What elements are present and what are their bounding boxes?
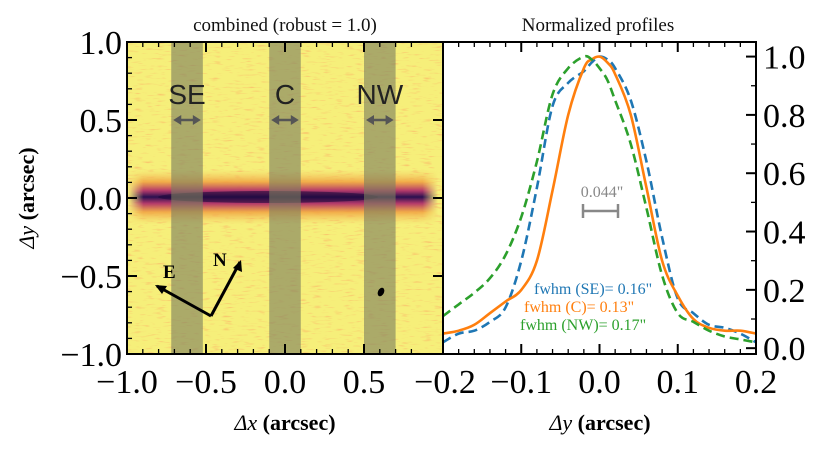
right-xlabel: Δy (arcsec) bbox=[548, 410, 650, 435]
right-ticks: −0.1 0.0 0.1 0.2−0.21.00.80.60.40.20.0 bbox=[414, 40, 805, 401]
scale-bar: 0.044" bbox=[581, 184, 624, 218]
left-xlabel: Δx (arcsec) bbox=[233, 410, 335, 435]
arrow-right-icon bbox=[290, 115, 299, 125]
x-tick-label: 0.2 bbox=[735, 364, 778, 401]
profile-nw-line bbox=[443, 54, 756, 344]
y-tick-label: 0.6 bbox=[763, 156, 806, 193]
compass: E N bbox=[155, 250, 242, 318]
left-ticks: −1.0 −0.5 0.0 0.5 1.0 0.5 0.0 −0.5 −1.0 bbox=[60, 25, 443, 401]
profile-c-line bbox=[443, 55, 756, 335]
scale-bar-label: 0.044" bbox=[581, 184, 624, 201]
profile-plot bbox=[443, 54, 756, 344]
right-panel-title: Normalized profiles bbox=[522, 15, 674, 36]
y-tick-label: 0.0 bbox=[763, 331, 806, 368]
y-tick-label: 0.2 bbox=[763, 273, 806, 310]
left-panel-title: combined (robust = 1.0) bbox=[193, 15, 377, 36]
y-tick-label: 0.4 bbox=[763, 215, 806, 252]
x-tick-label: −0.2 bbox=[414, 364, 476, 401]
x-tick-label: 0.1 bbox=[657, 364, 700, 401]
y-tick-label: −1.0 bbox=[60, 337, 122, 374]
east-arrow-shaft bbox=[156, 284, 212, 318]
north-arrow-shaft bbox=[209, 261, 242, 317]
profile-series bbox=[443, 54, 756, 344]
y-tick-label: 1.0 bbox=[763, 40, 806, 77]
arrow-left-icon bbox=[271, 115, 280, 125]
arrow-right-icon bbox=[192, 115, 201, 125]
compass-north-label: N bbox=[213, 250, 227, 271]
y-tick-label: 0.8 bbox=[763, 98, 806, 135]
band-se: SE bbox=[168, 42, 206, 354]
x-tick-label: 0.0 bbox=[578, 364, 621, 401]
east-arrowhead-icon bbox=[155, 285, 167, 294]
arrow-left-icon bbox=[366, 115, 374, 125]
band-rect bbox=[364, 42, 396, 354]
y-tick-label: 0.5 bbox=[80, 103, 123, 140]
band-c: C bbox=[269, 42, 301, 354]
band-label: NW bbox=[356, 79, 403, 110]
fwhm-c-label: fwhm (C)= 0.13" bbox=[524, 299, 634, 316]
image-panel: SE C NW bbox=[127, 42, 443, 354]
fwhm-se-label: fwhm (SE)= 0.16" bbox=[534, 281, 652, 298]
left-ylabel: Δy (arcsec) bbox=[14, 147, 39, 249]
band-rect bbox=[269, 42, 301, 354]
y-tick-label: 1.0 bbox=[80, 25, 123, 62]
disk-core bbox=[158, 191, 378, 203]
x-tick-label: −0.5 bbox=[175, 364, 237, 401]
x-tick-label: −0.1 bbox=[490, 364, 552, 401]
band-nw: NW bbox=[356, 42, 404, 354]
x-tick-label: 0.5 bbox=[343, 364, 386, 401]
band-label: C bbox=[275, 79, 295, 110]
y-tick-label: 0.0 bbox=[80, 181, 123, 218]
arrow-right-icon bbox=[385, 115, 394, 125]
fwhm-nw-label: fwhm (NW)= 0.17" bbox=[520, 317, 646, 334]
compass-east-label: E bbox=[163, 262, 176, 283]
x-tick-label: 0.0 bbox=[264, 364, 307, 401]
beam-ellipse bbox=[377, 287, 385, 297]
y-tick-label: −0.5 bbox=[60, 259, 122, 296]
north-arrowhead-icon bbox=[233, 260, 242, 272]
arrow-left-icon bbox=[173, 115, 182, 125]
band-label: SE bbox=[168, 79, 205, 110]
fwhm-legend: fwhm (SE)= 0.16" fwhm (C)= 0.13" fwhm (N… bbox=[520, 281, 652, 334]
x-tick-label: −1.0 bbox=[96, 364, 158, 401]
